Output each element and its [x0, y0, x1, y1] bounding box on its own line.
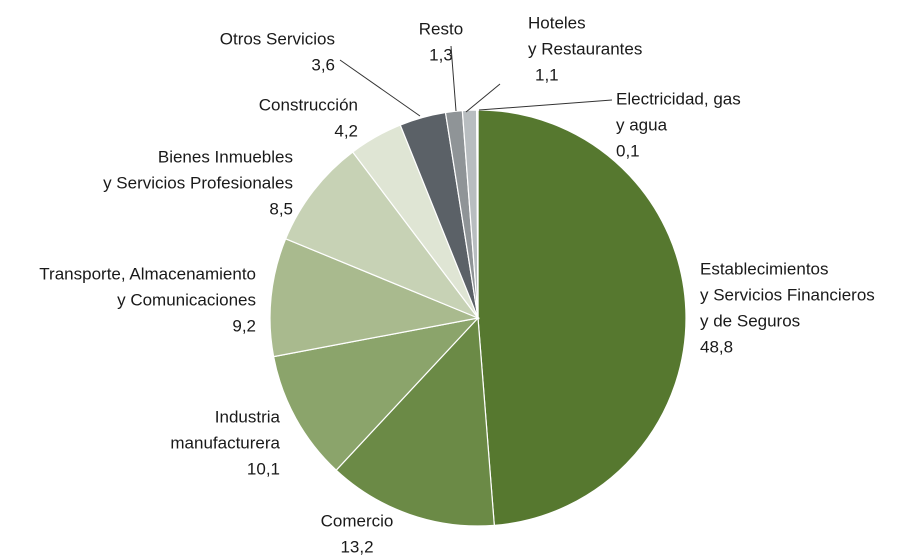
slice-label: Industria	[215, 407, 281, 426]
leader-line	[478, 99, 613, 111]
value-label: 9,2	[232, 316, 256, 335]
value-label: 1,3	[429, 45, 453, 64]
value-label: 13,2	[340, 537, 373, 556]
leader-line	[450, 45, 457, 112]
labels: Establecimientos y Servicios Financieros y…	[39, 13, 874, 556]
pie-slice	[269, 237, 481, 358]
value-label: 8,5	[269, 199, 293, 218]
slice-label: y agua	[616, 115, 668, 134]
pie-slice	[477, 109, 687, 527]
slice-label: Establecimientos	[700, 259, 829, 278]
slice-label: Comercio	[321, 511, 394, 530]
value-label: 4,2	[334, 121, 358, 140]
value-label: 10,1	[247, 459, 280, 478]
pie-slice	[335, 316, 495, 527]
slice-label: y Comunicaciones	[117, 290, 256, 309]
pie	[269, 109, 687, 527]
slice-label: Transporte, Almacenamiento	[39, 264, 256, 283]
slice-label: y Servicios Financieros	[700, 285, 875, 304]
leader-line	[465, 83, 501, 113]
value-label: 48,8	[700, 337, 733, 356]
slice-label: manufacturera	[170, 433, 280, 452]
leader-line	[339, 59, 421, 117]
slice-label: y Restaurantes	[528, 39, 642, 58]
pie-slice	[284, 151, 480, 320]
value-label: 1,1	[535, 65, 559, 84]
slice-label: Otros Servicios	[220, 29, 335, 48]
slice-label: Resto	[419, 19, 463, 38]
pie-slice	[272, 317, 480, 472]
slice-label: y Servicios Profesionales	[103, 173, 293, 192]
value-label: 3,6	[311, 55, 335, 74]
slice-label: y de Seguros	[700, 311, 800, 330]
pie-slice	[476, 109, 479, 319]
slice-label: Electricidad, gas	[616, 89, 741, 108]
value-label: 0,1	[616, 141, 640, 160]
slice-label: Hoteles	[528, 13, 586, 32]
slice-label: Bienes Inmuebles	[158, 147, 293, 166]
slice-label: Construcción	[259, 95, 358, 114]
